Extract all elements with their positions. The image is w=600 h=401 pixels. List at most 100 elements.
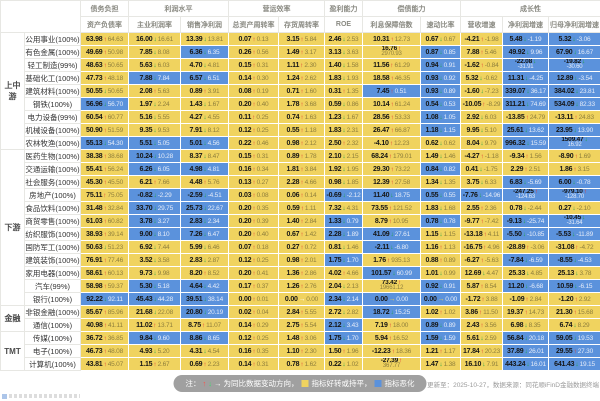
comparison-value: 0.30 xyxy=(256,74,269,82)
metric-cell: 5.51 ↓ 5.05 xyxy=(128,136,181,150)
metric-cell: 7.91 ↓ 8.12 xyxy=(180,123,229,137)
metric-cell: 1.16 ↑ 1.13 xyxy=(420,240,461,254)
comparison-value: 1.78 xyxy=(304,152,317,160)
current-value: -13.85 xyxy=(505,113,525,121)
up-arrow-icon: ↑ xyxy=(480,282,484,290)
comparison-value: 5.05 xyxy=(157,139,170,147)
up-arrow-icon: ↑ xyxy=(300,334,304,342)
up-arrow-icon: ↑ xyxy=(252,100,256,108)
metric-cell: 0.67 ↑ 1.42 xyxy=(278,227,325,241)
down-arrow-icon: ↓ xyxy=(525,74,529,82)
industry-label: 轻工制造(99%) xyxy=(24,58,81,72)
metric-cell: 0.89 ↑ 3.91 xyxy=(180,84,229,98)
comparison-value: 16.67 xyxy=(577,48,594,56)
current-value: 0.81 xyxy=(328,243,342,251)
current-value: 73.42 xyxy=(381,279,398,287)
metric-cell: 38.38 ↑ 38.68 xyxy=(80,149,129,163)
current-value: -12.23 xyxy=(371,347,391,355)
current-value: 38.93 xyxy=(85,230,103,238)
current-value: 0.55 xyxy=(425,191,439,199)
metric-cell: 3.75 ↓ 6.33 xyxy=(460,175,503,189)
metric-cell: 2.92 ↓ 6.03 xyxy=(460,110,503,124)
current-value: 1.40 xyxy=(286,217,300,225)
current-value: 48.63 xyxy=(85,61,103,69)
comparison-value: 4.56 xyxy=(207,139,220,147)
comparison-value: -0.84 xyxy=(484,61,499,69)
metric-cell: 1.18 ↓ 1.15 xyxy=(420,123,461,137)
metric-cell: 6.00 ↓ -0.78 xyxy=(547,175,600,189)
comparison-value: 10.28 xyxy=(157,152,174,160)
comparison-value: 73.22 xyxy=(394,165,411,173)
metric-cell: 12.89 ↓ -3.54 xyxy=(547,71,600,85)
up-arrow-icon: ↑ xyxy=(390,100,394,108)
comparison-value: 0.56 xyxy=(256,48,269,56)
industry-label: 食品饮料(100%) xyxy=(24,201,81,215)
comparison-value: 5.10 xyxy=(484,126,497,134)
down-arrow-icon: ↓ xyxy=(439,217,443,225)
down-arrow-icon: ↓ xyxy=(479,74,483,82)
metric-cell: 45.30 ↑ 45.50 xyxy=(80,175,129,189)
comparison-value: 24.83 xyxy=(578,113,594,121)
down-arrow-icon: ↓ xyxy=(103,295,107,303)
metric-cell: -16.75 ↑ 4.96 xyxy=(460,240,503,254)
up-arrow-icon: ↑ xyxy=(480,347,484,355)
metric-cell: 25.73 ↓ 22.67 xyxy=(180,201,229,215)
metric-cell: 47.73 ↑ 48.18 xyxy=(80,71,129,85)
industry-label: 通信(100%) xyxy=(24,318,81,332)
current-value: 1.26 xyxy=(286,282,300,290)
metric-cell: -5.50 ↓ -10.85 xyxy=(502,227,549,241)
comparison-value: 0.55 xyxy=(443,191,456,199)
comparison-value: 1.58 xyxy=(346,61,359,69)
down-arrow-icon: ↓ xyxy=(390,230,394,238)
comparison-value: 51.23 xyxy=(107,243,124,251)
industry-label: 有色金属(100%) xyxy=(24,45,81,59)
current-value: 45.43 xyxy=(135,295,153,303)
comparison-value: 2.32 xyxy=(346,139,359,147)
current-value: 1.83 xyxy=(328,74,342,82)
current-value: -5.50 xyxy=(506,230,522,238)
current-value: 2.50 xyxy=(328,139,342,147)
up-arrow-icon: ↑ xyxy=(300,126,304,134)
comparison-value: 0.08 xyxy=(256,191,269,199)
up-arrow-icon: ↑ xyxy=(389,139,393,147)
comparison-value: 24.79 xyxy=(529,113,546,121)
current-value: 17.84 xyxy=(462,347,480,355)
up-arrow-icon: ↑ xyxy=(480,48,484,56)
metric-cell: 26.47 ↑ 66.87 xyxy=(362,123,421,137)
comparison-value: 1.35 xyxy=(346,87,359,95)
current-value: 85.67 xyxy=(85,308,103,316)
up-arrow-icon: ↑ xyxy=(388,334,392,342)
industry-row: 电子(100%) 46.73 ↑ 48.08 4.93 ↓ 5.20 4.31 ↓ 4.54 0.1… xyxy=(1,344,600,358)
down-arrow-icon: ↓ xyxy=(153,334,157,342)
current-value: -4.27 xyxy=(464,152,480,160)
metric-cell: 3.15 ↑ 5.84 xyxy=(278,32,325,46)
up-arrow-icon: ↑ xyxy=(300,100,304,108)
industry-label: 商贸零售(100%) xyxy=(24,214,81,228)
up-arrow-icon: ↑ xyxy=(526,243,530,251)
current-value: 55.41 xyxy=(85,165,103,173)
up-arrow-icon: ↑ xyxy=(525,295,529,303)
metric-cell: 3.86 ↑ 11.50 xyxy=(460,305,503,319)
current-value: 443.24 xyxy=(505,360,526,368)
comparison-value: 2.34 xyxy=(207,217,220,225)
metric-cell: 0.15 ↑ 0.31 xyxy=(228,149,279,163)
metric-cell: 0.98 ↑ 2.12 xyxy=(278,136,325,150)
comparison-value: 3.15 xyxy=(577,165,590,173)
up-arrow-icon: ↑ xyxy=(398,45,402,53)
metric-cell: 40.98 ↑ 41.11 xyxy=(80,318,129,332)
comparison-value: 2.30 xyxy=(304,347,317,355)
current-value: 43.81 xyxy=(85,360,103,368)
metric-cell: 25.13 ↓ 3.78 xyxy=(547,266,600,280)
comparison-value: 0.01 xyxy=(256,295,269,303)
metric-group-header-row: 债务负担 利润水平 营运效率 盈利能力 偿债能力 成长性 xyxy=(0,0,600,33)
metric-cell: -10.05 ↑ -8.29 xyxy=(460,97,503,111)
metric-cell: -1.20 ↑ 2.92 xyxy=(547,292,600,306)
current-value: 18.72 xyxy=(372,308,390,316)
metric-cell: 9.00 ↓ 8.10 xyxy=(128,227,181,241)
metric-cell: 85.67 ↑ 85.96 xyxy=(80,305,129,319)
metric-cell: 1.43 ↓ 1.67 xyxy=(180,97,229,111)
up-arrow-icon: ↑ xyxy=(252,243,256,251)
comparison-value: 1.67 xyxy=(207,100,220,108)
metric-cell: 46.73 ↑ 48.08 xyxy=(80,344,129,358)
comparison-value: 5.84 xyxy=(304,35,317,43)
